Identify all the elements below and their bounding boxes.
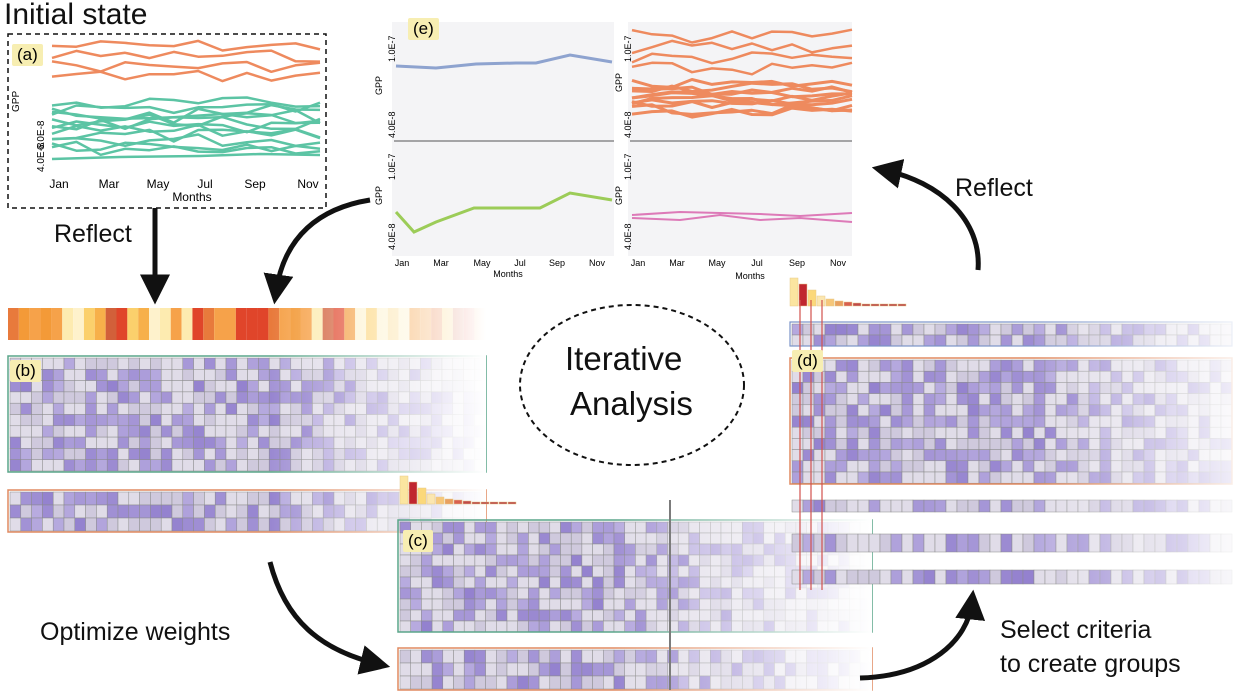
chart-e-left-bg	[392, 22, 614, 256]
chart-e-ytick-tr-1: 1.0E-7	[623, 35, 633, 62]
chart-e-xtick-r-mar: Mar	[669, 258, 685, 268]
chart-a-ytick-2: 4.0E-8	[36, 142, 47, 172]
chart-e-xtick-r-jan: Jan	[631, 258, 646, 268]
initial-state-title: Initial state	[4, 0, 148, 31]
chart-e-xtick-r-jul: Jul	[751, 258, 763, 268]
panel-label-a: (a)	[12, 44, 43, 66]
chart-e-ylabel-tl: GPP	[374, 76, 384, 95]
chart-e-ytick-tl-2: 4.0E-8	[387, 111, 397, 138]
chart-a-xtick-jul: Jul	[197, 177, 212, 191]
select-criteria-line1: Select criteria	[1000, 616, 1152, 644]
chart-a-ylabel: GPP	[11, 91, 22, 112]
chart-a-xtick-nov: Nov	[297, 177, 318, 191]
arrow-select	[859, 589, 986, 681]
iterative-label-line1: Iterative	[565, 340, 683, 377]
chart-a-teal-line-4	[51, 107, 321, 125]
chart-e-ytick-bl-1: 1.0E-7	[387, 153, 397, 180]
panel-label-c: (c)	[403, 530, 433, 552]
chart-e-ylabel-bl: GPP	[374, 186, 384, 205]
flow-arrows	[140, 159, 986, 681]
chart-e-pink-line-2	[631, 213, 853, 223]
chart-e-ytick-br-1: 1.0E-7	[623, 153, 633, 180]
arrow-e-to-b	[263, 197, 371, 305]
chart-e-pink-line-1	[631, 210, 853, 218]
matrix-b	[7, 306, 487, 534]
panel-label-e: (e)	[408, 18, 439, 40]
chart-a-teal-line-10	[51, 133, 321, 148]
chart-e-xtick-l-mar: Mar	[433, 258, 449, 268]
arrow-reflect-up	[871, 159, 981, 271]
chart-e-xtick-r-nov: Nov	[830, 258, 847, 268]
chart-a-teal-low	[51, 152, 321, 161]
chart-e-orange-top-line-1	[631, 28, 853, 44]
select-criteria-line2: to create groups	[1000, 650, 1181, 678]
chart-a-teal-line-6	[51, 115, 321, 131]
reflect-right-label: Reflect	[955, 174, 1033, 202]
chart-e-blue-line	[395, 53, 613, 70]
chart-e-xtick-l-sep: Sep	[549, 258, 565, 268]
chart-e-orange-mid-line-6	[631, 94, 853, 107]
chart-e-ytick-tr-2: 4.0E-8	[623, 111, 633, 138]
chart-a-xtick-jan: Jan	[49, 177, 68, 191]
chart-e-ytick-bl-2: 4.0E-8	[387, 223, 397, 250]
panel-label-b: (b)	[10, 360, 41, 382]
chart-a-orange-line-1	[51, 39, 321, 52]
chart-e-orange-mid-line-10	[631, 106, 853, 119]
chart-a-teal-line-7	[51, 119, 321, 134]
chart-a-xlabel: Months	[172, 190, 211, 204]
chart-a-ytick-1: 6.0E-8	[36, 120, 47, 150]
chart-e-ylabel-br: GPP	[614, 186, 624, 205]
chart-e-xtick-l-may: May	[473, 258, 491, 268]
chart-e-orange-top-line-4	[631, 61, 853, 76]
chart-e: GPP GPP GPP GPP 1.0E-7 4.0E-8 1.0E-7 4.0…	[374, 22, 853, 281]
panel-label-d: (d)	[792, 350, 823, 372]
chart-e-ytick-br-2: 4.0E-8	[623, 223, 633, 250]
chart-a-orange-line-3	[51, 60, 321, 74]
chart-e-xtick-l-nov: Nov	[589, 258, 606, 268]
iterative-ellipse	[519, 304, 745, 466]
chart-a-orange-line-4	[51, 69, 321, 83]
chart-e-xlabel-r: Months	[735, 271, 765, 281]
chart-e-green-line	[394, 191, 613, 234]
chart-e-xtick-r-may: May	[708, 258, 726, 268]
chart-e-orange-top-line-2	[631, 39, 853, 55]
chart-a-orange-line-2	[51, 49, 321, 63]
chart-a: GPP 6.0E-8 4.0E-8 Jan Mar May Jul Sep No…	[7, 33, 327, 209]
chart-e-ylabel-tr: GPP	[614, 73, 624, 92]
chart-e-xtick-l-jul: Jul	[514, 258, 526, 268]
chart-a-xtick-mar: Mar	[99, 177, 120, 191]
iterative-label-line2: Analysis	[570, 385, 693, 422]
chart-a-xtick-may: May	[147, 177, 170, 191]
chart-e-xlabel-l: Months	[493, 269, 523, 279]
chart-e-xtick-l-jan: Jan	[395, 258, 410, 268]
reflect-left-label: Reflect	[54, 220, 132, 248]
chart-a-teal-line-8	[51, 123, 321, 140]
chart-a-xtick-sep: Sep	[244, 177, 266, 191]
chart-e-ytick-tl-1: 1.0E-7	[387, 35, 397, 62]
matrix-d	[789, 277, 1233, 594]
chart-a-teal-line-12	[51, 140, 321, 157]
chart-e-xtick-r-sep: Sep	[789, 258, 805, 268]
chart-e-orange-top-line-3	[631, 51, 853, 65]
optimize-weights-label: Optimize weights	[40, 618, 231, 646]
chart-a-teal-line-11	[51, 141, 321, 153]
arrow-optimize	[267, 561, 391, 675]
